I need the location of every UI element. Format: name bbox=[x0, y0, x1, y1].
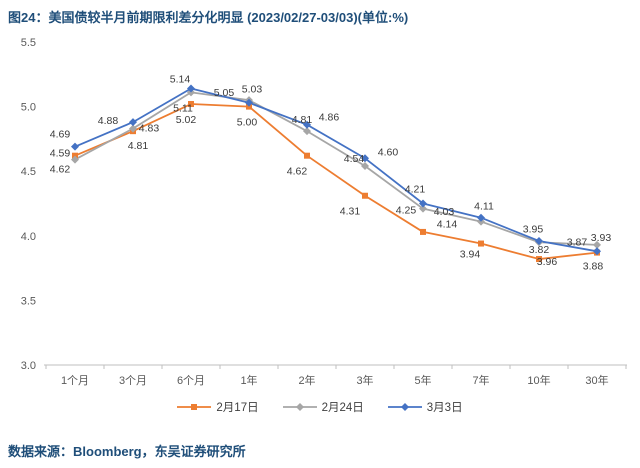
x-axis-label: 1年 bbox=[240, 373, 257, 387]
data-label: 5.05 bbox=[214, 87, 235, 99]
data-label: 3.94 bbox=[460, 249, 481, 261]
x-axis-label: 30年 bbox=[585, 373, 608, 387]
series-2-marker bbox=[129, 118, 137, 127]
y-axis-label: 3.0 bbox=[21, 360, 36, 372]
series-line-0 bbox=[74, 103, 598, 260]
data-label: 4.59 bbox=[50, 148, 71, 160]
series-2-marker bbox=[419, 199, 427, 208]
y-axis-label: 5.0 bbox=[21, 102, 36, 114]
data-label: 4.83 bbox=[139, 123, 160, 135]
series-0-marker bbox=[304, 152, 310, 159]
legend-item-0: 2月17日 bbox=[177, 399, 259, 415]
series-0-marker bbox=[188, 101, 194, 108]
data-label: 4.81 bbox=[292, 114, 313, 126]
series-2-marker bbox=[303, 120, 311, 129]
series-1-marker bbox=[361, 162, 369, 171]
y-axis-label: 4.5 bbox=[21, 166, 36, 178]
x-axis-label: 3年 bbox=[356, 373, 373, 387]
x-axis-label: 1个月 bbox=[61, 374, 89, 387]
legend-item-1: 2月24日 bbox=[282, 399, 364, 415]
x-axis-label: 5年 bbox=[414, 373, 431, 387]
data-label: 3.95 bbox=[523, 223, 544, 235]
series-1-marker bbox=[71, 155, 79, 164]
series-2-marker bbox=[535, 236, 543, 245]
series-2-marker bbox=[361, 154, 369, 163]
data-label: 4.03 bbox=[434, 206, 455, 218]
legend-marker-icon bbox=[282, 403, 317, 411]
data-label: 5.02 bbox=[176, 114, 197, 126]
data-label: 4.21 bbox=[405, 184, 426, 196]
data-label: 4.14 bbox=[437, 219, 458, 231]
series-1-marker bbox=[303, 127, 311, 136]
data-label: 4.25 bbox=[396, 205, 417, 217]
series-0-marker bbox=[478, 240, 484, 247]
data-label: 4.81 bbox=[128, 140, 149, 152]
series-2-marker bbox=[187, 84, 195, 93]
legend-label: 2月17日 bbox=[216, 402, 259, 414]
x-axis-label: 6个月 bbox=[177, 374, 205, 387]
y-axis-label: 4.0 bbox=[21, 231, 36, 243]
x-axis-label: 10年 bbox=[527, 373, 550, 387]
series-0-marker bbox=[420, 228, 426, 235]
series-2-marker bbox=[593, 247, 601, 256]
data-label: 4.54 bbox=[344, 153, 365, 165]
chart-title: 图24：美国债较半月前期限利差分化明显 (2023/02/27-03/03)(单… bbox=[8, 10, 409, 25]
data-label: 4.86 bbox=[319, 112, 340, 124]
x-axis-label: 2年 bbox=[298, 373, 315, 387]
data-label: 3.96 bbox=[537, 256, 558, 268]
data-label: 4.88 bbox=[98, 115, 119, 127]
data-label: 3.93 bbox=[591, 232, 612, 244]
legend-marker-icon bbox=[177, 404, 212, 410]
series-1-marker bbox=[129, 124, 137, 133]
series-2-marker bbox=[71, 142, 79, 151]
data-label: 3.88 bbox=[583, 260, 604, 272]
legend-label: 2月24日 bbox=[321, 402, 364, 414]
series-line-2 bbox=[74, 87, 598, 253]
series-1-marker bbox=[419, 204, 427, 213]
series-0-marker bbox=[536, 256, 542, 263]
data-label: 5.00 bbox=[237, 117, 258, 129]
data-label: 5.14 bbox=[170, 74, 191, 86]
y-axis-label: 5.5 bbox=[21, 37, 36, 49]
data-label: 4.69 bbox=[50, 129, 71, 141]
chart-legend: 2月17日 2月24日 3月3日 bbox=[0, 399, 640, 415]
data-label: 5.03 bbox=[242, 84, 263, 96]
data-label: 4.11 bbox=[474, 201, 494, 213]
y-axis-label: 3.5 bbox=[21, 295, 36, 307]
legend-marker-icon bbox=[387, 403, 422, 411]
series-2-marker bbox=[245, 98, 253, 107]
x-axis-label: 7年 bbox=[472, 373, 489, 387]
data-label: 4.62 bbox=[287, 166, 308, 178]
line-chart: 3.0 3.5 4.0 4.5 5.0 5.5 1个月 3个月 6个月 1年 2年 3年 5年 7年 10年… bbox=[21, 37, 627, 387]
data-label: 4.60 bbox=[378, 146, 399, 158]
series-2-marker bbox=[477, 213, 485, 222]
series-1-marker bbox=[593, 240, 601, 249]
data-label: 5.11 bbox=[173, 102, 193, 114]
legend-label: 3月3日 bbox=[426, 402, 463, 414]
legend-item-2: 3月3日 bbox=[387, 399, 463, 415]
data-label: 4.62 bbox=[50, 164, 71, 176]
data-label: 4.31 bbox=[340, 206, 361, 218]
series-0-marker bbox=[362, 192, 368, 199]
source-note: 数据来源：Bloomberg，东吴证券研究所 bbox=[8, 444, 246, 459]
x-axis-label: 3个月 bbox=[119, 374, 147, 387]
data-label: 3.87 bbox=[567, 237, 588, 249]
series-line-1 bbox=[74, 91, 598, 246]
data-label: 3.82 bbox=[529, 244, 550, 256]
